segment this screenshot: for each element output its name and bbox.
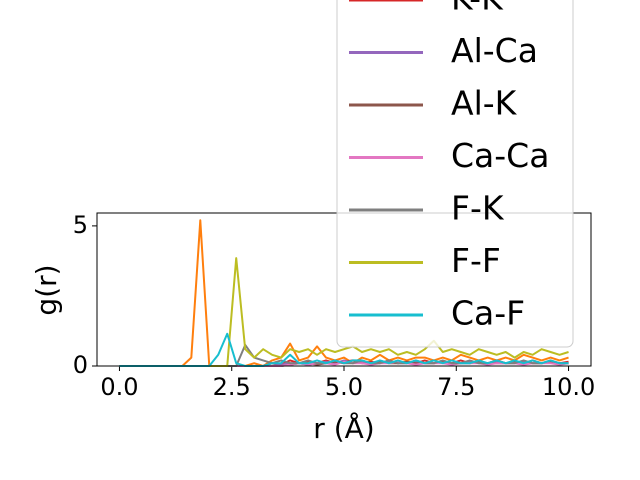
y-tick-label: 5: [73, 211, 88, 239]
legend-label: F-F: [451, 241, 501, 280]
x-tick-label: 2.5: [213, 373, 251, 401]
x-tick-label: 7.5: [437, 373, 475, 401]
y-axis-label: g(r): [30, 264, 63, 315]
y-tick-label: 0: [73, 351, 88, 379]
x-tick-label: 5.0: [325, 373, 363, 401]
legend-label: Ca-F: [451, 294, 525, 333]
legend-label: K-K: [451, 0, 504, 18]
legend-label: Al-K: [451, 84, 518, 123]
x-axis-label: r (Å): [313, 411, 374, 445]
x-tick-label: 0.0: [100, 373, 138, 401]
x-tick-label: 10.0: [542, 373, 595, 401]
legend-label: Ca-Ca: [451, 136, 549, 175]
legend-label: F-K: [451, 189, 505, 228]
legend-label: Al-Ca: [451, 31, 538, 70]
legend-box: [336, 0, 574, 348]
data-line: [119, 219, 569, 367]
